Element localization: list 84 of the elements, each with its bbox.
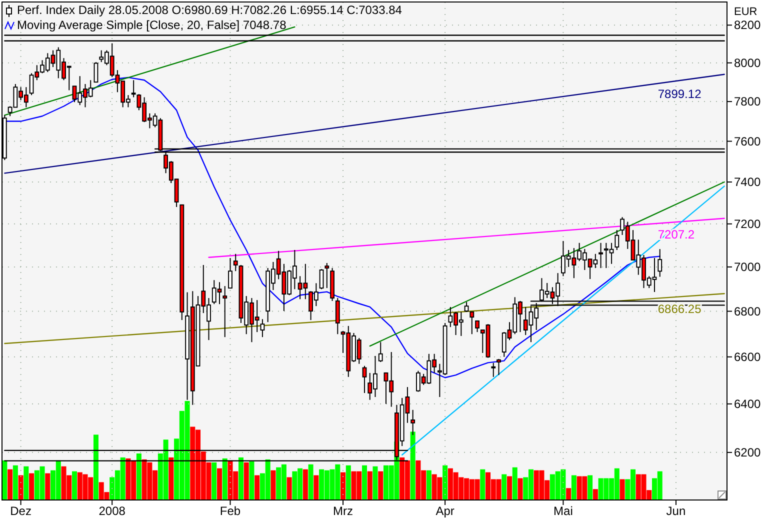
- bar: [588, 475, 593, 500]
- y-tick-label: 7400: [734, 175, 762, 190]
- bar: [93, 434, 98, 500]
- x-tick-label: Dez: [10, 504, 32, 518]
- bar: [480, 469, 486, 500]
- y-tick-label: 8200: [734, 18, 762, 32]
- line-series: [4, 76, 660, 378]
- bar: [249, 461, 254, 500]
- candlestick: [464, 302, 469, 312]
- candlestick: [614, 230, 620, 251]
- x-tick-label: 2008: [98, 504, 126, 518]
- y-tick-label: 7600: [734, 134, 762, 148]
- y-axis-title: EUR: [734, 6, 758, 18]
- x-tick-label: Feb: [220, 504, 241, 518]
- bar: [502, 474, 507, 500]
- x-tick-label: Jun: [666, 504, 686, 518]
- bar: [302, 469, 308, 500]
- bar: [45, 473, 50, 500]
- bar: [212, 462, 217, 500]
- bar: [8, 469, 13, 500]
- bar: [222, 458, 228, 500]
- y-tick-label: 8000: [734, 56, 762, 70]
- candlestick: [491, 362, 496, 378]
- y-tick-label: 6400: [734, 396, 762, 411]
- series-label: 7899.12: [658, 87, 702, 102]
- bar: [592, 489, 598, 500]
- candlestick: [324, 262, 330, 289]
- bar: [571, 475, 576, 500]
- legend-label: Perf. Index Daily 28.05.2008 O:6980.69 H:7082.26 L:6955.14 C:7033.84: [17, 3, 402, 17]
- bar: [362, 465, 367, 500]
- bar: [620, 479, 625, 500]
- bar: [340, 472, 346, 500]
- y-tick-label: 6600: [734, 350, 762, 364]
- bar: [566, 488, 572, 500]
- candlestick: [94, 62, 98, 83]
- bar: [442, 465, 448, 500]
- candlestick: [658, 248, 662, 278]
- y-tick-label: 7000: [734, 260, 762, 274]
- bar: [518, 478, 523, 500]
- y-tick-label: 6800: [734, 304, 762, 318]
- bar: [254, 475, 260, 500]
- bar: [367, 471, 372, 500]
- candlestick: [335, 298, 340, 335]
- bar: [238, 457, 244, 500]
- bar: [217, 468, 222, 500]
- bar: [308, 464, 314, 500]
- bar: [270, 470, 276, 500]
- candlestick: [470, 311, 474, 335]
- x-tick-label: Mrz: [333, 504, 354, 518]
- x-tick-label: Mai: [554, 504, 573, 518]
- bar: [512, 467, 518, 500]
- candlestick: [475, 320, 480, 333]
- candlestick: [598, 242, 603, 269]
- series-label: 6866.25: [658, 302, 702, 316]
- bar: [168, 457, 174, 500]
- bar: [314, 475, 319, 500]
- bar: [507, 476, 512, 500]
- candlestick: [362, 365, 367, 394]
- candlestick: [496, 358, 501, 376]
- bar: [136, 453, 142, 500]
- y-tick-label: 7800: [734, 94, 762, 109]
- candlestick: [260, 318, 265, 338]
- bar: [286, 477, 292, 500]
- bar: [372, 466, 378, 500]
- bar: [24, 466, 29, 500]
- bar: [18, 475, 24, 500]
- candlestick: [228, 258, 232, 289]
- candlestick: [233, 253, 238, 272]
- bar: [12, 465, 18, 500]
- candlestick: [319, 268, 324, 290]
- y-tick-label: 6200: [734, 445, 762, 460]
- candlestick: [222, 286, 228, 338]
- bar: [410, 432, 416, 500]
- x-tick-label: Apr: [436, 504, 454, 518]
- bar: [346, 465, 351, 500]
- bar: [378, 471, 384, 500]
- bar: [72, 471, 77, 500]
- y-tick-label: 7200: [734, 216, 762, 231]
- candlestick: [131, 80, 136, 98]
- bar: [29, 473, 34, 500]
- bar: [426, 470, 432, 500]
- candlestick: [378, 342, 383, 362]
- bar: [244, 462, 249, 500]
- legend-label: Moving Average Simple [Close, 20, False] 7048.78: [17, 18, 287, 32]
